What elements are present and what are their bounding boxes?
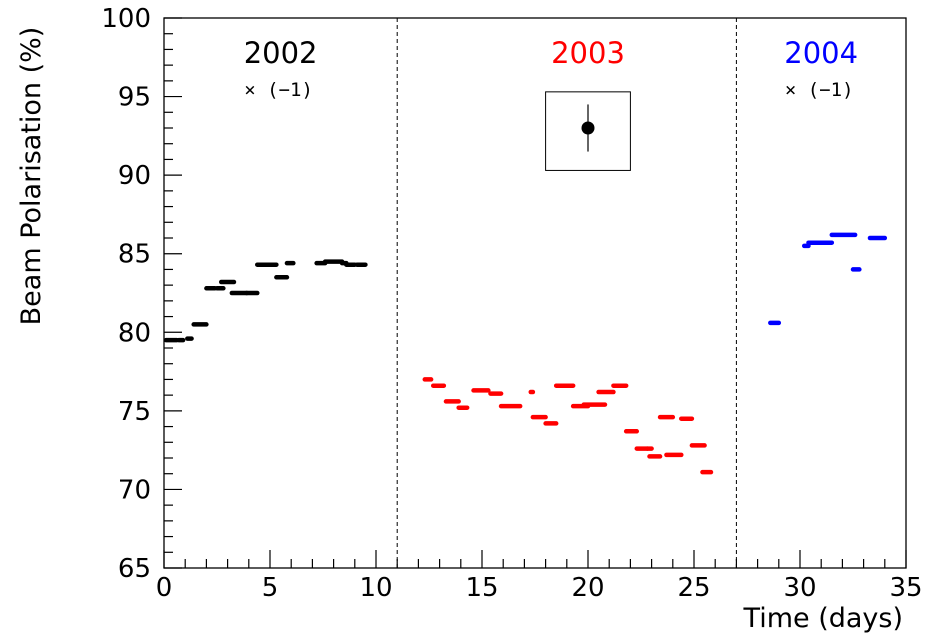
y-tick-label: 70 bbox=[118, 475, 151, 505]
period-year-label: 2003 bbox=[551, 36, 625, 70]
x-tick-label: 5 bbox=[262, 573, 279, 603]
x-axis-title: Time (days) bbox=[743, 603, 903, 634]
x-tick-label: 30 bbox=[783, 573, 816, 603]
period-factor-label: × (−1) bbox=[244, 79, 313, 101]
period-dividers bbox=[396, 18, 737, 568]
x-tick-label: 25 bbox=[677, 573, 710, 603]
axis-ticks: 0 5 10 15 20 25 30 35 65 70 75 80 85 90 95 100 bbox=[101, 4, 922, 603]
y-tick-label: 75 bbox=[118, 397, 151, 427]
y-tick-label: 65 bbox=[118, 554, 151, 584]
y-axis-title: Beam Polarisation (%) bbox=[16, 27, 47, 326]
y-tick-label: 100 bbox=[101, 4, 151, 34]
x-tick-label: 10 bbox=[359, 573, 392, 603]
error-legend-point bbox=[581, 121, 595, 135]
y-tick-label: 85 bbox=[118, 240, 151, 270]
error-bar-legend bbox=[545, 91, 631, 171]
y-tick-label: 80 bbox=[118, 318, 151, 348]
y-tick-label: 90 bbox=[118, 161, 151, 191]
period-factor-label: × (−1) bbox=[785, 79, 854, 101]
period-labels: 2002 × (−1) 2003 2004 × (−1) bbox=[244, 36, 858, 101]
data-points bbox=[163, 232, 888, 475]
x-tick-label: 20 bbox=[571, 573, 604, 603]
y-tick-label: 95 bbox=[118, 83, 151, 113]
error-legend-box bbox=[545, 91, 631, 171]
x-tick-label: 15 bbox=[465, 573, 498, 603]
period-year-label: 2004 bbox=[784, 36, 858, 70]
plot-frame bbox=[163, 17, 907, 569]
period-year-label: 2002 bbox=[244, 36, 318, 70]
x-tick-label: 35 bbox=[889, 573, 922, 603]
x-tick-label: 0 bbox=[156, 573, 173, 603]
